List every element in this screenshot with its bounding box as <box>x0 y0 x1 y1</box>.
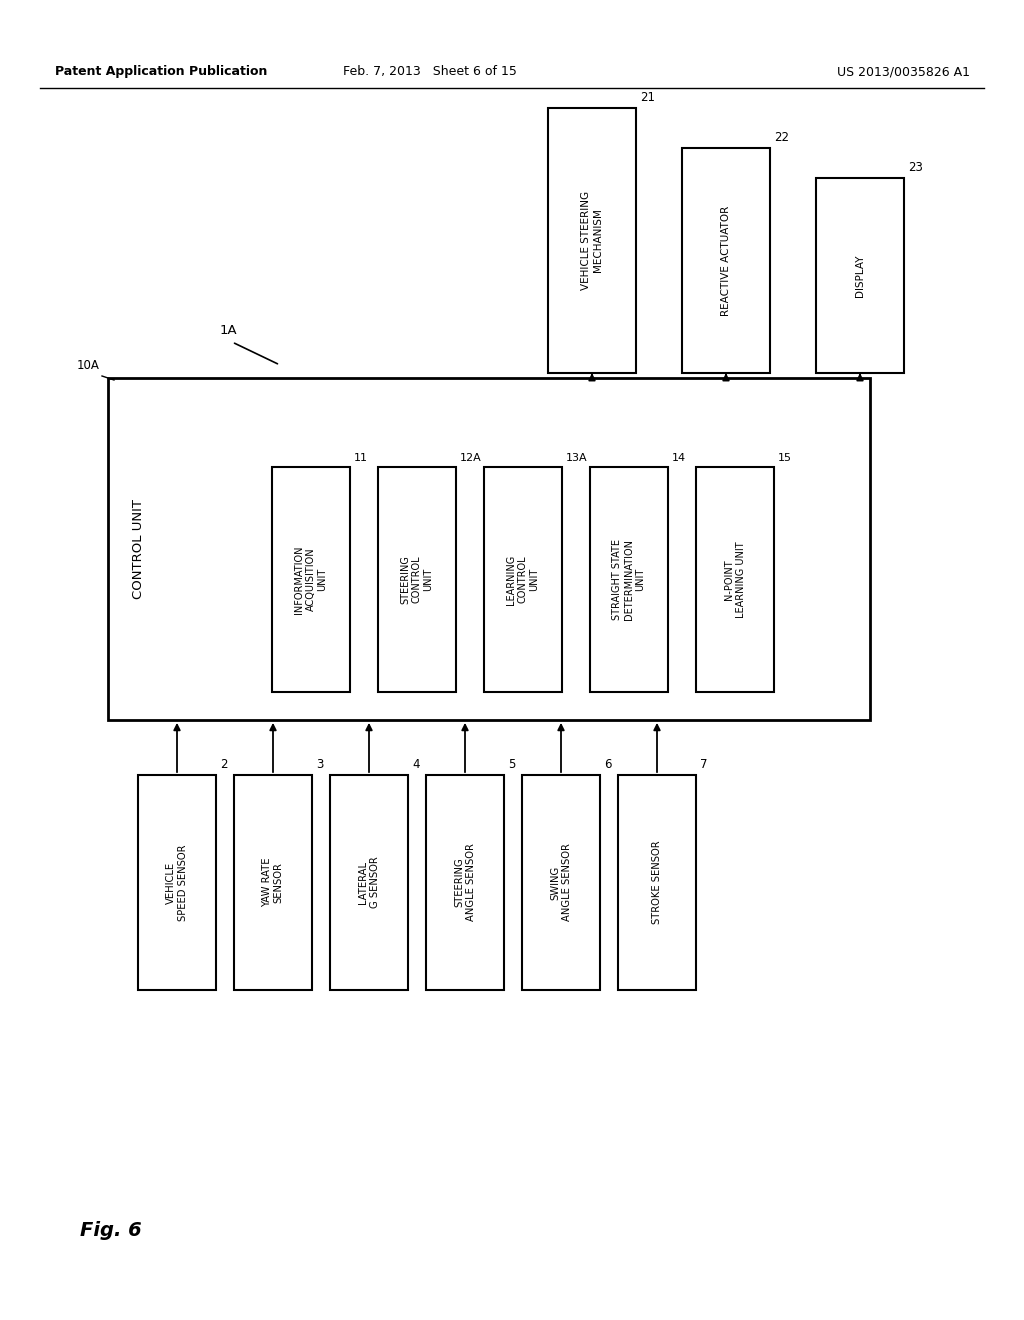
Bar <box>272 467 350 692</box>
Bar <box>426 775 504 990</box>
Text: 3: 3 <box>316 758 324 771</box>
Text: 22: 22 <box>774 131 790 144</box>
Text: 6: 6 <box>604 758 611 771</box>
Text: 10A: 10A <box>77 359 100 372</box>
Text: 11: 11 <box>354 453 368 463</box>
Text: VEHICLE STEERING
MECHANISM: VEHICLE STEERING MECHANISM <box>582 191 603 290</box>
Text: LEARNING
CONTROL
UNIT: LEARNING CONTROL UNIT <box>507 554 540 605</box>
Text: STEERING
ANGLE SENSOR: STEERING ANGLE SENSOR <box>455 843 476 921</box>
Text: US 2013/0035826 A1: US 2013/0035826 A1 <box>837 66 970 78</box>
Text: CONTROL UNIT: CONTROL UNIT <box>131 499 144 599</box>
Text: 5: 5 <box>508 758 515 771</box>
Text: Fig. 6: Fig. 6 <box>80 1221 141 1239</box>
Text: STEERING
CONTROL
UNIT: STEERING CONTROL UNIT <box>400 556 433 605</box>
Text: 21: 21 <box>640 91 655 104</box>
Bar <box>330 775 408 990</box>
Bar <box>696 467 774 692</box>
Text: VEHICLE
SPEED SENSOR: VEHICLE SPEED SENSOR <box>166 845 187 921</box>
Text: 14: 14 <box>672 453 686 463</box>
Bar <box>618 775 696 990</box>
Text: SWING
ANGLE SENSOR: SWING ANGLE SENSOR <box>550 843 571 921</box>
Text: Feb. 7, 2013   Sheet 6 of 15: Feb. 7, 2013 Sheet 6 of 15 <box>343 66 517 78</box>
Bar <box>108 378 870 719</box>
Bar <box>548 108 636 374</box>
Text: 1A: 1A <box>220 323 238 337</box>
Bar <box>138 775 216 990</box>
Text: Patent Application Publication: Patent Application Publication <box>55 66 267 78</box>
Bar <box>378 467 456 692</box>
Text: N-POINT
LEARNING UNIT: N-POINT LEARNING UNIT <box>724 541 745 618</box>
Text: REACTIVE ACTUATOR: REACTIVE ACTUATOR <box>721 206 731 315</box>
Text: 4: 4 <box>412 758 420 771</box>
Text: 23: 23 <box>908 161 923 174</box>
Text: 12A: 12A <box>460 453 481 463</box>
Text: 2: 2 <box>220 758 227 771</box>
Text: STRAIGHT STATE
DETERMINATION
UNIT: STRAIGHT STATE DETERMINATION UNIT <box>612 539 645 620</box>
Text: INFORMATION
ACQUISITION
UNIT: INFORMATION ACQUISITION UNIT <box>295 545 328 614</box>
Bar <box>816 178 904 374</box>
Text: YAW RATE
SENSOR: YAW RATE SENSOR <box>262 858 284 907</box>
Text: LATERAL
G SENSOR: LATERAL G SENSOR <box>358 857 380 908</box>
Bar <box>522 775 600 990</box>
Text: 15: 15 <box>778 453 792 463</box>
Text: DISPLAY: DISPLAY <box>855 255 865 297</box>
Text: STROKE SENSOR: STROKE SENSOR <box>652 841 662 924</box>
Bar <box>234 775 312 990</box>
Text: 13A: 13A <box>566 453 588 463</box>
Bar <box>484 467 562 692</box>
Text: 7: 7 <box>700 758 708 771</box>
Bar <box>682 148 770 374</box>
Bar <box>590 467 668 692</box>
